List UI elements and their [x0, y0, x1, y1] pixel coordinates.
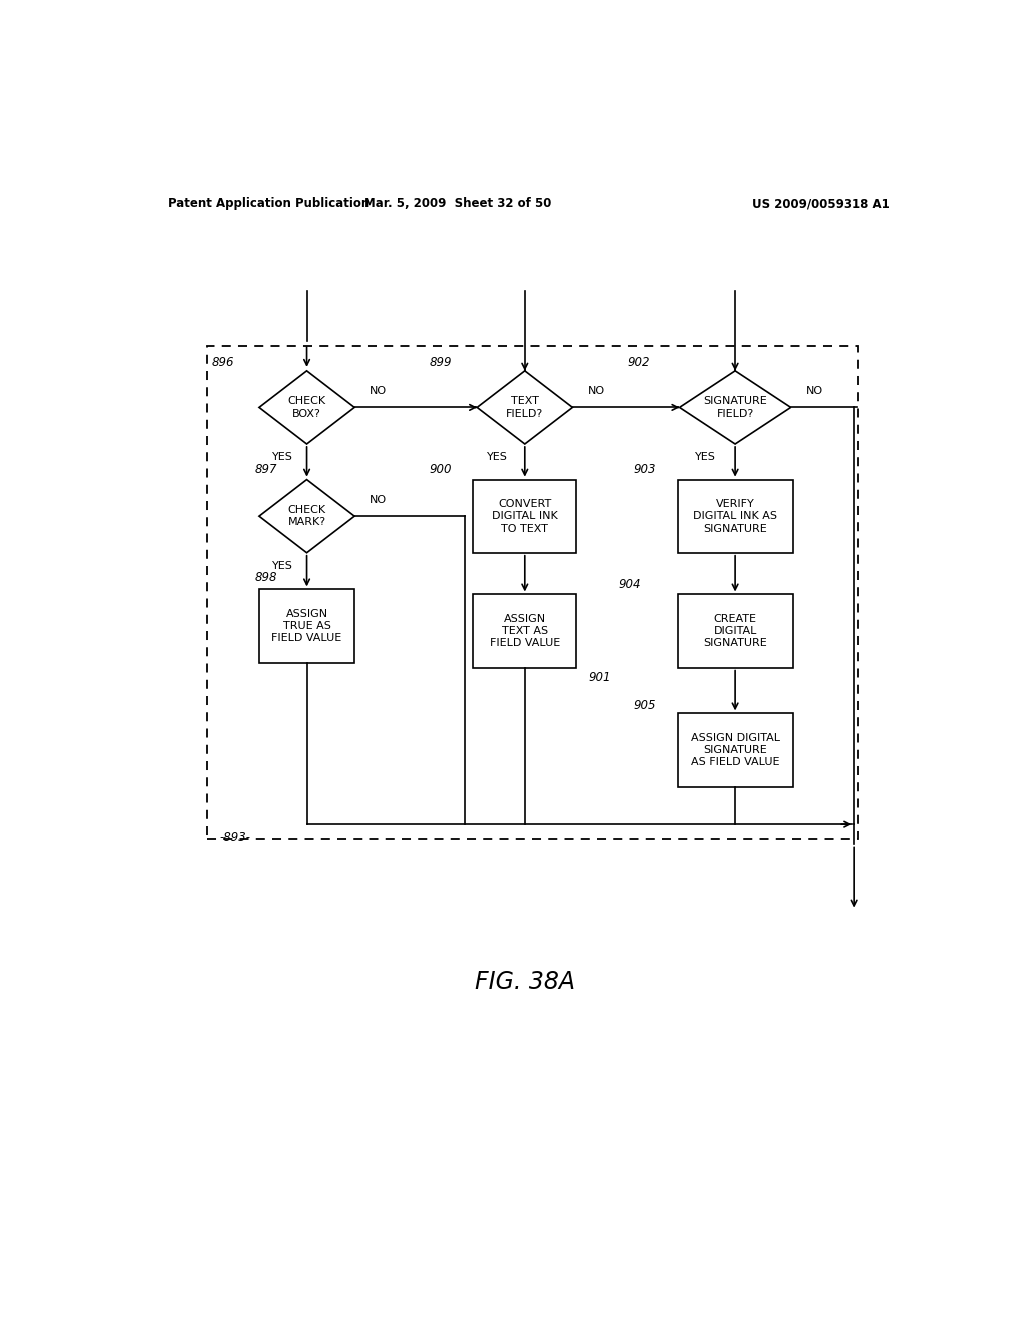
Text: YES: YES: [694, 453, 716, 462]
Polygon shape: [680, 371, 791, 444]
Text: 904: 904: [618, 578, 641, 591]
Text: CHECK
MARK?: CHECK MARK?: [288, 506, 326, 528]
FancyBboxPatch shape: [678, 594, 793, 668]
Text: ASSIGN
TRUE AS
FIELD VALUE: ASSIGN TRUE AS FIELD VALUE: [271, 609, 342, 643]
FancyBboxPatch shape: [678, 713, 793, 787]
Text: YES: YES: [272, 561, 293, 572]
Text: FIG. 38A: FIG. 38A: [475, 970, 574, 994]
Text: VERIFY
DIGITAL INK AS
SIGNATURE: VERIFY DIGITAL INK AS SIGNATURE: [693, 499, 777, 533]
Polygon shape: [477, 371, 572, 444]
Text: NO: NO: [370, 495, 386, 506]
Text: YES: YES: [486, 453, 508, 462]
Text: 897: 897: [255, 463, 278, 477]
Text: 898: 898: [255, 570, 278, 583]
Text: Patent Application Publication: Patent Application Publication: [168, 197, 369, 210]
Text: 896: 896: [211, 356, 233, 370]
FancyBboxPatch shape: [473, 479, 577, 553]
Polygon shape: [259, 479, 354, 553]
Text: 901: 901: [588, 672, 610, 684]
Text: -893-: -893-: [219, 830, 250, 843]
Text: CREATE
DIGITAL
SIGNATURE: CREATE DIGITAL SIGNATURE: [703, 614, 767, 648]
Text: 905: 905: [634, 698, 656, 711]
Text: Mar. 5, 2009  Sheet 32 of 50: Mar. 5, 2009 Sheet 32 of 50: [364, 197, 551, 210]
Text: SIGNATURE
FIELD?: SIGNATURE FIELD?: [703, 396, 767, 418]
Text: 899: 899: [430, 356, 452, 370]
Text: YES: YES: [272, 453, 293, 462]
FancyBboxPatch shape: [678, 479, 793, 553]
Text: TEXT
FIELD?: TEXT FIELD?: [506, 396, 544, 418]
Text: NO: NO: [370, 387, 386, 396]
Text: 902: 902: [628, 356, 650, 370]
Text: ASSIGN
TEXT AS
FIELD VALUE: ASSIGN TEXT AS FIELD VALUE: [489, 614, 560, 648]
Text: CONVERT
DIGITAL INK
TO TEXT: CONVERT DIGITAL INK TO TEXT: [492, 499, 558, 533]
Text: NO: NO: [588, 387, 605, 396]
Text: 903: 903: [634, 463, 656, 477]
Text: 900: 900: [430, 463, 452, 477]
Text: CHECK
BOX?: CHECK BOX?: [288, 396, 326, 418]
FancyBboxPatch shape: [473, 594, 577, 668]
Text: NO: NO: [806, 387, 823, 396]
Text: US 2009/0059318 A1: US 2009/0059318 A1: [752, 197, 890, 210]
Text: ASSIGN DIGITAL
SIGNATURE
AS FIELD VALUE: ASSIGN DIGITAL SIGNATURE AS FIELD VALUE: [690, 733, 779, 767]
FancyBboxPatch shape: [259, 589, 354, 663]
Polygon shape: [259, 371, 354, 444]
